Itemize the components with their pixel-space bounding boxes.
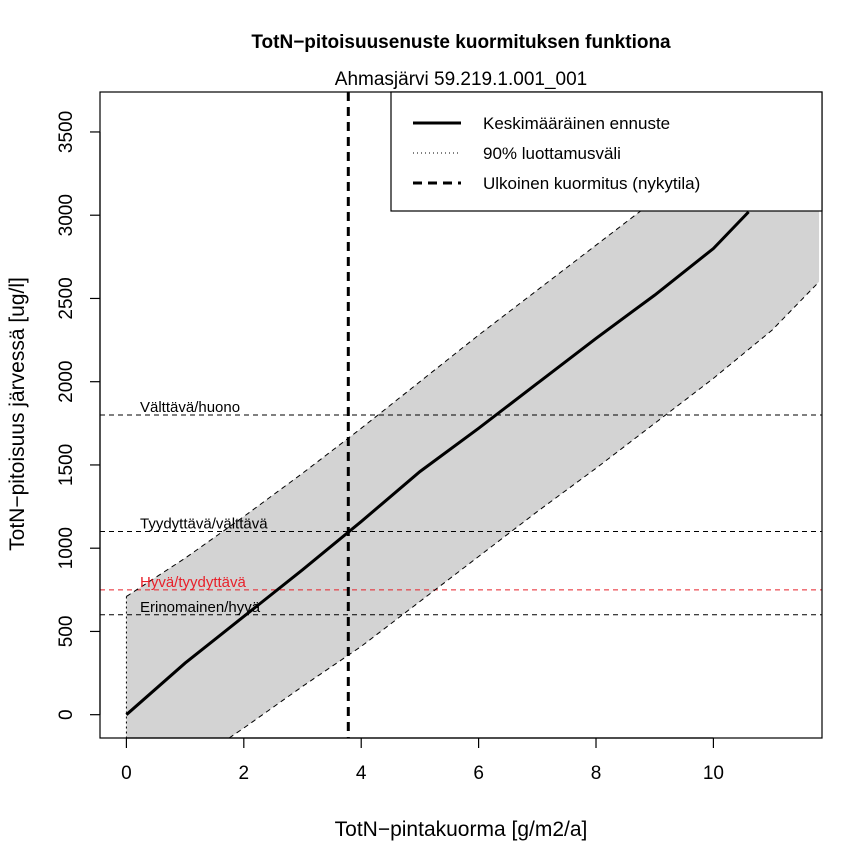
- legend-box: [390, 91, 823, 212]
- legend-label: 90% luottamusväli: [483, 144, 621, 163]
- x-tick-label: 6: [473, 763, 484, 784]
- x-tick-label: 10: [703, 763, 724, 784]
- y-tick-label: 1500: [56, 444, 77, 486]
- y-axis: 0 500 1000 1500 2000 2500 3000 3500: [56, 111, 101, 720]
- y-tick-label: 2500: [56, 277, 77, 319]
- x-axis-label: TotN−pintakuorma [g/m2/a]: [335, 818, 588, 841]
- chart-subtitle: Ahmasjärvi 59.219.1.001_001: [335, 69, 587, 90]
- threshold-label: Hyvä/tyydyttävä: [140, 574, 247, 591]
- threshold-label: Tyydyttävä/välttävä: [140, 516, 268, 533]
- x-axis: 0 2 4 6 8 10: [121, 737, 724, 784]
- y-axis-label: TotN−pitoisuus järvessä [ug/l]: [6, 277, 29, 551]
- plot-area: Välttävä/huono Tyydyttävä/välttävä Hyvä/ty…: [100, 92, 822, 738]
- threshold-label: Erinomainen/hyvä: [140, 599, 261, 616]
- x-tick-label: 4: [356, 763, 367, 784]
- y-tick-label: 0: [56, 709, 77, 720]
- x-tick-label: 8: [591, 763, 602, 784]
- chart-title: TotN−pitoisuusenuste kuormituksen funkti…: [251, 32, 671, 53]
- y-tick-label: 3000: [56, 194, 77, 236]
- y-tick-label: 2000: [56, 361, 77, 403]
- confidence-lower-line: [228, 281, 820, 738]
- legend: Keskimääräinen ennuste 90% luottamusväli U…: [390, 91, 823, 212]
- y-tick-label: 3500: [56, 111, 77, 153]
- threshold-label: Välttävä/huono: [140, 399, 240, 416]
- mean-forecast-line: [125, 210, 750, 716]
- legend-label: Ulkoinen kuormitus (nykytila): [483, 174, 700, 193]
- y-tick-label: 500: [56, 616, 77, 648]
- x-tick-label: 2: [239, 763, 250, 784]
- x-tick-label: 0: [121, 763, 132, 784]
- legend-label: Keskimääräinen ennuste: [483, 114, 670, 133]
- y-tick-label: 1000: [56, 527, 77, 569]
